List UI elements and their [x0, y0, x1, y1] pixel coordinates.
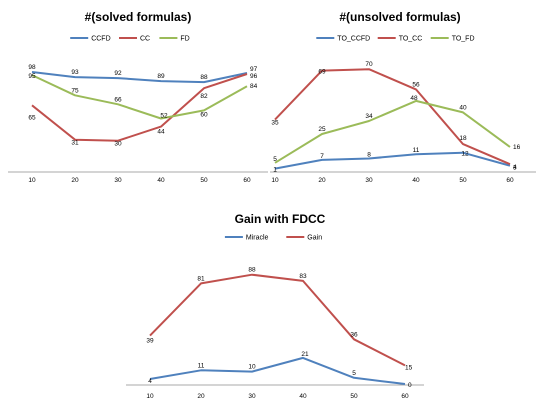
data-label: 7: [320, 153, 324, 160]
data-label: 39: [146, 338, 154, 345]
x-tick-label: 50: [200, 177, 208, 184]
data-label: 44: [157, 129, 165, 136]
x-tick-label: 50: [459, 177, 467, 184]
x-tick-label: 60: [506, 177, 514, 184]
chart-legend: CCFD CC FD: [70, 36, 190, 43]
x-tick-label: 20: [318, 177, 326, 184]
data-label: 88: [248, 267, 256, 274]
x-tick-label: 20: [197, 393, 205, 400]
x-tick-label: 10: [146, 393, 154, 400]
data-label: 96: [250, 73, 258, 80]
data-label: 11: [413, 147, 420, 154]
data-label: 65: [28, 114, 36, 121]
chart-title: Gain with FDCC: [235, 212, 326, 226]
data-label: 31: [71, 140, 79, 147]
data-label: 18: [459, 135, 467, 142]
data-label: 4: [513, 164, 517, 171]
data-label: 60: [200, 111, 208, 118]
unsolved-formulas-chart: #(unsolved formulas) TO_CCFD TO_CC TO_FD 1…: [270, 10, 536, 184]
data-label: 56: [412, 81, 420, 88]
x-tick-label: 30: [365, 177, 373, 184]
series-line: [31, 73, 248, 142]
data-label: 88: [200, 74, 208, 81]
data-label: 25: [318, 126, 326, 133]
legend-item: TO_FD: [430, 36, 475, 43]
chart-legend: TO_CCFD TO_CC TO_FD: [316, 36, 475, 43]
data-label: 0: [408, 382, 412, 389]
legend-item: CC: [119, 36, 150, 43]
data-label: 10: [248, 364, 256, 371]
data-label: 4: [148, 378, 152, 385]
data-label: 11: [198, 362, 205, 369]
data-label: 92: [114, 70, 122, 77]
data-label: 95: [28, 73, 36, 80]
legend-label: Gain: [307, 235, 322, 242]
data-label: 70: [365, 61, 373, 68]
series-line: [31, 74, 248, 120]
data-label: 75: [71, 87, 79, 94]
series-line: [149, 356, 406, 385]
x-tick-label: 30: [248, 393, 256, 400]
x-tick-label: 40: [412, 177, 420, 184]
x-tick-label: 50: [350, 393, 358, 400]
series-line: [274, 99, 511, 164]
legend-label: CC: [140, 36, 150, 43]
data-label: 5: [352, 370, 356, 377]
legend-label: TO_CCFD: [337, 36, 370, 43]
data-label: 5: [273, 156, 277, 163]
legend-label: FD: [180, 36, 189, 43]
data-label: 83: [299, 273, 307, 280]
data-label: 34: [365, 113, 373, 120]
data-label: 15: [405, 364, 413, 371]
data-label: 89: [157, 73, 165, 80]
x-tick-label: 40: [299, 393, 307, 400]
series-line: [274, 151, 511, 170]
x-tick-label: 20: [71, 177, 79, 184]
data-label: 8: [367, 151, 371, 158]
series-line: [149, 273, 406, 367]
data-label: 66: [114, 96, 122, 103]
data-label: 97: [250, 66, 258, 73]
data-label: 40: [459, 104, 467, 111]
data-label: 1: [273, 167, 277, 174]
legend-label: TO_FD: [452, 36, 475, 43]
legend-item: TO_CCFD: [316, 36, 370, 43]
data-label: 35: [271, 120, 279, 127]
legend-label: TO_CC: [399, 36, 423, 43]
legend-item: FD: [159, 36, 190, 43]
series-line: [274, 68, 511, 166]
data-label: 21: [301, 351, 309, 358]
data-label: 93: [71, 69, 79, 76]
x-tick-label: 10: [271, 177, 279, 184]
chart-title: #(solved formulas): [85, 10, 192, 24]
legend-item: Miracle: [224, 235, 269, 242]
data-label: 84: [250, 83, 258, 90]
legend-item: Gain: [286, 235, 322, 242]
data-label: 3: [513, 165, 517, 172]
data-label: 30: [114, 141, 122, 148]
data-label: 52: [160, 112, 168, 119]
solved-formulas-chart: #(solved formulas) CCFD CC FD 10 20 30 40 50 60…: [8, 10, 268, 184]
legend-label: CCFD: [91, 36, 110, 43]
x-tick-label: 10: [28, 177, 36, 184]
legend-item: CCFD: [70, 36, 111, 43]
x-tick-label: 60: [401, 393, 409, 400]
data-label: 48: [410, 95, 418, 102]
data-label: 81: [197, 275, 205, 282]
gain-with-fdcc-chart: Gain with FDCC Miracle Gain 10 20 30 40 50 604…: [126, 212, 424, 400]
data-label: 16: [513, 144, 521, 151]
data-label: 69: [318, 69, 326, 76]
data-label: 82: [200, 93, 208, 100]
x-tick-label: 40: [157, 177, 165, 184]
chart-legend: Miracle Gain: [224, 235, 322, 242]
series-line: [31, 71, 248, 84]
legend-label: Miracle: [246, 235, 269, 242]
x-tick-label: 30: [114, 177, 122, 184]
chart-title: #(unsolved formulas): [339, 10, 460, 24]
x-tick-label: 60: [243, 177, 251, 184]
legend-item: TO_CC: [377, 36, 423, 43]
data-label: 36: [350, 331, 358, 338]
data-label: 12: [461, 151, 469, 158]
data-label: 98: [28, 64, 36, 71]
